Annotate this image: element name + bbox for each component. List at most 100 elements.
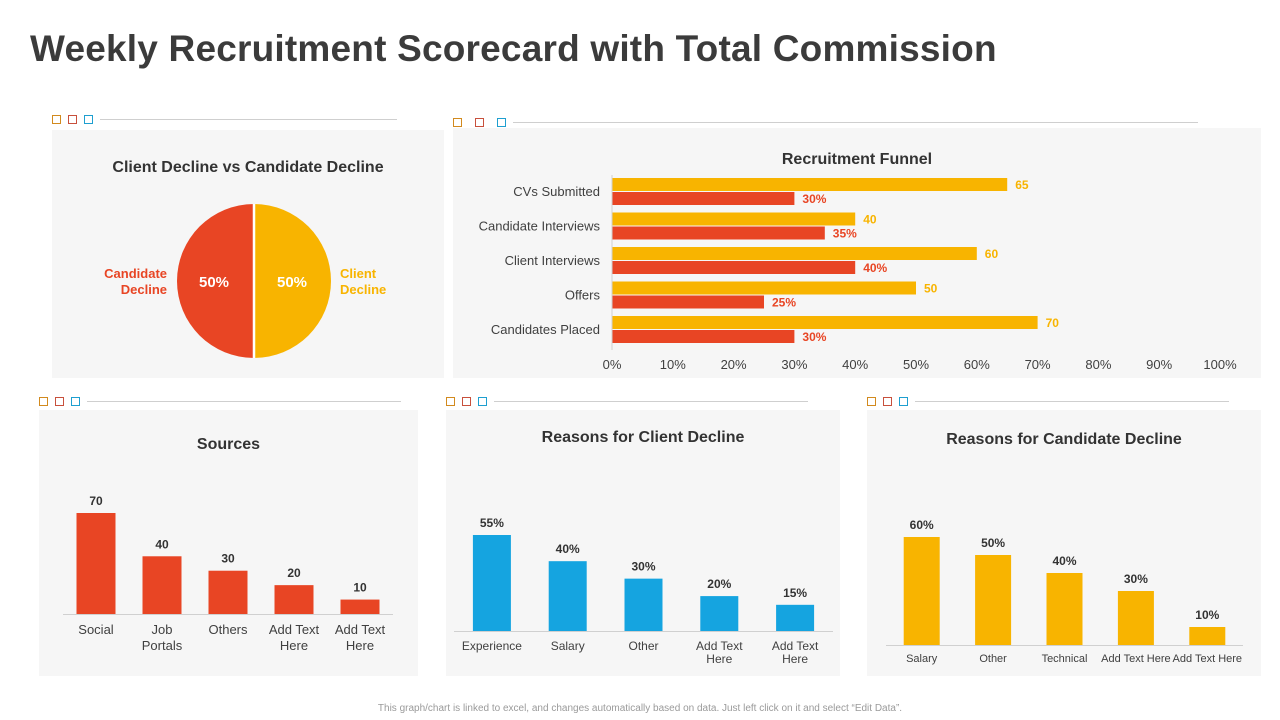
bar-category-label: Technical [1042,653,1088,665]
pie-slice-label-candidate: 50% [199,274,229,291]
funnel-category-label: Candidates Placed [491,322,600,337]
pie-legend-candidate-line2: Decline [121,282,167,297]
funnel-bar-rate [612,192,795,205]
panel-decoration [52,115,397,125]
panel-decoration [867,397,1229,407]
candidate-decline-chart-title: Reasons for Candidate Decline [946,431,1182,448]
funnel-bar-count [612,212,856,226]
bar [903,537,940,645]
funnel-bar-count [612,247,977,260]
funnel-tick-label: 100% [1203,357,1237,372]
bar [975,555,1012,645]
bar-data-label: 30% [631,560,655,574]
funnel-data-label: 35% [833,227,857,241]
bar-category-label: Social [78,622,114,637]
pie-legend-client-line1: Client [340,266,377,281]
pie-legend-candidate-line1: Candidate [104,266,167,281]
funnel-data-label: 40% [863,261,887,275]
pie-chart-title: Client Decline vs Candidate Decline [112,159,384,176]
funnel-tick-label: 40% [842,357,868,372]
sources-panel: Sources 70 Social 40 Job Portals 30 Others 20 Ad… [39,410,418,676]
bar-category-label: Add Text [696,639,743,653]
bar-data-label: 55% [480,516,504,530]
funnel-category-label: Client Interviews [505,253,601,268]
funnel-data-label: 70 [1046,316,1060,330]
panel-decoration [39,397,401,407]
bar-data-label: 60% [910,518,934,532]
bar [472,535,511,631]
pie-slice-candidate-decline [177,204,254,358]
funnel-bar-rate [612,261,856,274]
bar-data-label: 70 [89,494,103,508]
bar-category-label: Experience [462,639,522,653]
funnel-data-label: 50 [924,282,938,296]
bar-category-label: Here [280,638,308,653]
bar-data-label: 20% [707,577,731,591]
pie-legend-client-line2: Decline [340,282,386,297]
funnel-category-label: CVs Submitted [513,184,600,199]
client-decline-chart-title: Reasons for Client Decline [541,429,745,446]
pie-panel: Client Decline vs Candidate Decline 50% … [52,130,444,378]
funnel-tick-label: 50% [903,357,929,372]
funnel-chart-title: Recruitment Funnel [781,151,933,168]
funnel-category-label: Offers [565,288,601,303]
panel-decoration [453,118,1198,128]
bar-category-label: Salary [906,653,938,665]
pie-slice-client-decline [254,204,331,358]
bar-category-label: Add Text [269,622,320,637]
bar [1189,627,1226,645]
bar [700,596,739,631]
pie-chart: 50% 50% Candidate Decline Client Decline [104,204,386,358]
funnel-data-label: 65 [1015,178,1029,192]
funnel-bar-rate [612,330,795,343]
bar-category-label: Here [346,638,374,653]
funnel-panel: Recruitment Funnel CVs Submitted 65 30% Can… [453,128,1261,378]
bar [624,578,663,631]
bar-category-label: Here [782,652,808,666]
bar-data-label: 50% [981,536,1005,550]
funnel-tick-label: 30% [781,357,807,372]
panel-decoration [446,397,808,407]
bar-category-label: Other [628,639,658,653]
client-decline-chart: 55% Experience 40% Salary 30% Other 20% Add Tex… [454,516,833,666]
funnel-tick-label: 0% [603,357,622,372]
funnel-bar-count [612,178,1008,191]
bar-category-label: Add Text [335,622,386,637]
funnel-tick-label: 20% [721,357,747,372]
bar [1117,591,1154,645]
funnel-data-label: 60 [985,247,999,261]
bar-category-label: Add Text Here [1101,653,1171,665]
funnel-bar-count [612,281,916,295]
bar [76,513,116,614]
bar-category-label: Here [706,652,732,666]
funnel-bar-rate [612,295,764,309]
bar-category-label: Other [979,653,1007,665]
bar-data-label: 30% [1124,572,1148,586]
bar [208,570,248,614]
bar [274,585,314,614]
client-decline-panel: Reasons for Client Decline 55% Experience… [446,410,840,676]
bar-category-label: Add Text [772,639,819,653]
sources-chart-title: Sources [196,436,261,453]
bar [548,561,587,631]
bar [340,599,380,614]
funnel-chart: CVs Submitted 65 30% Candidate Interviews 40… [479,175,1237,372]
funnel-category-label: Candidate Interviews [479,219,601,234]
funnel-bar-count [612,316,1038,329]
bar-category-label: Salary [551,639,585,653]
funnel-tick-label: 80% [1085,357,1111,372]
bar [142,556,182,614]
funnel-bar-rate [612,226,825,240]
bar-category-label: Job [152,622,173,637]
funnel-data-label: 25% [772,296,796,310]
funnel-tick-label: 60% [964,357,990,372]
funnel-data-label: 40 [863,213,877,227]
page-title: Weekly Recruitment Scorecard with Total … [30,28,997,69]
funnel-data-label: 30% [802,330,826,344]
bar-category-label: Add Text Here [1173,653,1243,665]
bar-data-label: 40% [556,542,580,556]
bar-data-label: 10 [353,581,367,595]
bar-category-label: Others [208,622,248,637]
funnel-tick-label: 10% [660,357,686,372]
